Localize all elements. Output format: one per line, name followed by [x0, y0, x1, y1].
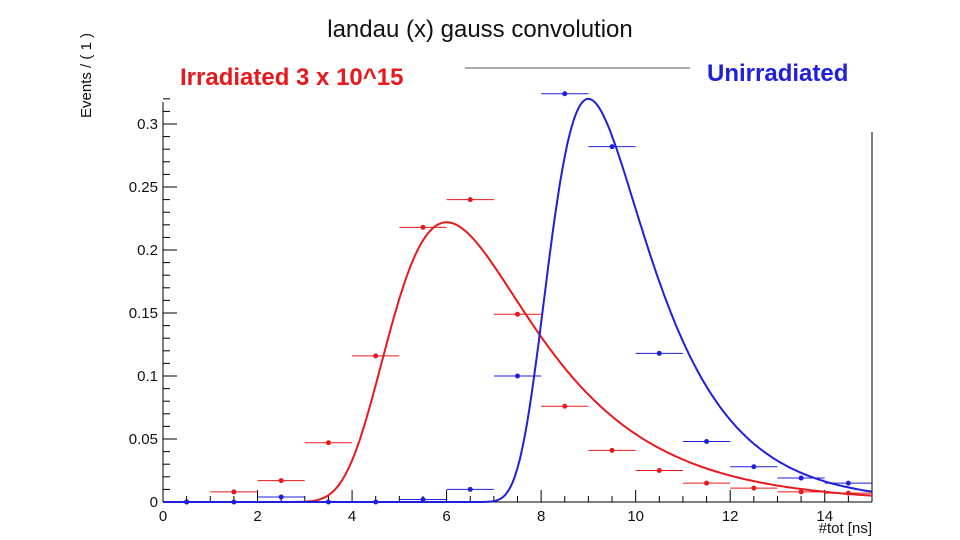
x-tick-label: 12 [722, 508, 739, 525]
y-tick-label: 0.05 [129, 431, 158, 448]
data-point-unirradiated [373, 499, 379, 505]
fit-curve-irradiated [281, 221, 873, 503]
data-point-unirradiated [420, 496, 426, 502]
fit-curves [163, 97, 873, 503]
chart-axes: 0 2 4 6 8 10 12 14 0 0.05 0.1 0.15 0.2 0.25 0.3 [129, 67, 873, 525]
y-tick-label: 0.2 [137, 242, 158, 259]
data-point-irradiated [704, 480, 710, 486]
data-point-unirradiated [231, 499, 237, 505]
x-tick-label: 14 [816, 508, 833, 525]
data-point-irradiated [420, 224, 426, 230]
y-tick-label: 0 [150, 494, 158, 511]
fit-curve-unirradiated [163, 97, 873, 503]
data-point-unirradiated [184, 499, 190, 505]
data-point-irradiated [278, 478, 284, 484]
data-point-irradiated [562, 403, 568, 409]
data-point-irradiated [515, 311, 520, 317]
legend-irradiated: Irradiated 3 x 10^15 [180, 64, 404, 91]
x-tick-label: 2 [253, 508, 261, 525]
data-point-irradiated [751, 485, 757, 491]
data-point-irradiated [373, 353, 379, 359]
x-tick-label: 4 [348, 508, 356, 525]
y-axis-label: Events / ( 1 ) [78, 32, 95, 118]
data-point-irradiated [325, 440, 331, 446]
data-point-irradiated [845, 490, 851, 496]
y-tick-label: 0.15 [129, 305, 158, 322]
data-point-unirradiated [845, 480, 851, 486]
data-points [163, 91, 872, 505]
y-tick-label: 0.3 [137, 116, 158, 133]
data-point-unirradiated [609, 144, 615, 150]
data-point-unirradiated [515, 373, 520, 379]
data-point-unirradiated [467, 486, 473, 492]
data-point-unirradiated [562, 91, 568, 97]
data-point-irradiated [609, 447, 615, 453]
data-point-unirradiated [751, 464, 757, 470]
x-tick-label: 10 [627, 508, 644, 525]
data-point-irradiated [231, 489, 237, 495]
legend-unirradiated: Unirradiated [707, 60, 849, 87]
data-point-irradiated [798, 489, 804, 495]
y-tick-label: 0.25 [129, 179, 158, 196]
x-axis-label: #tot [ns] [818, 520, 872, 537]
chart-title: landau (x) gauss convolution [327, 16, 633, 43]
data-point-unirradiated [656, 350, 662, 356]
y-tick-label: 0.1 [137, 368, 158, 385]
x-tick-label: 8 [537, 508, 545, 525]
data-point-irradiated [656, 468, 662, 473]
data-point-unirradiated [278, 494, 284, 500]
data-point-unirradiated [798, 475, 804, 481]
data-point-unirradiated [704, 439, 710, 445]
data-point-unirradiated [325, 499, 331, 505]
x-tick-label: 0 [159, 508, 167, 525]
x-tick-label: 6 [442, 508, 450, 525]
data-point-irradiated [467, 197, 473, 203]
